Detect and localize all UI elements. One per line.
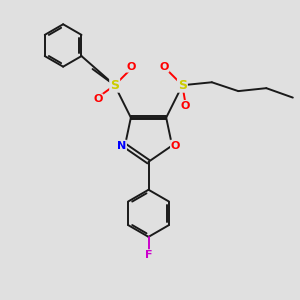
- Text: N: N: [117, 141, 126, 151]
- Text: O: O: [159, 62, 169, 72]
- Text: O: O: [181, 101, 190, 111]
- Text: O: O: [171, 141, 180, 151]
- Text: O: O: [93, 94, 103, 104]
- Text: S: S: [178, 79, 187, 92]
- Text: S: S: [110, 79, 119, 92]
- Text: F: F: [145, 250, 152, 260]
- Text: O: O: [126, 62, 136, 72]
